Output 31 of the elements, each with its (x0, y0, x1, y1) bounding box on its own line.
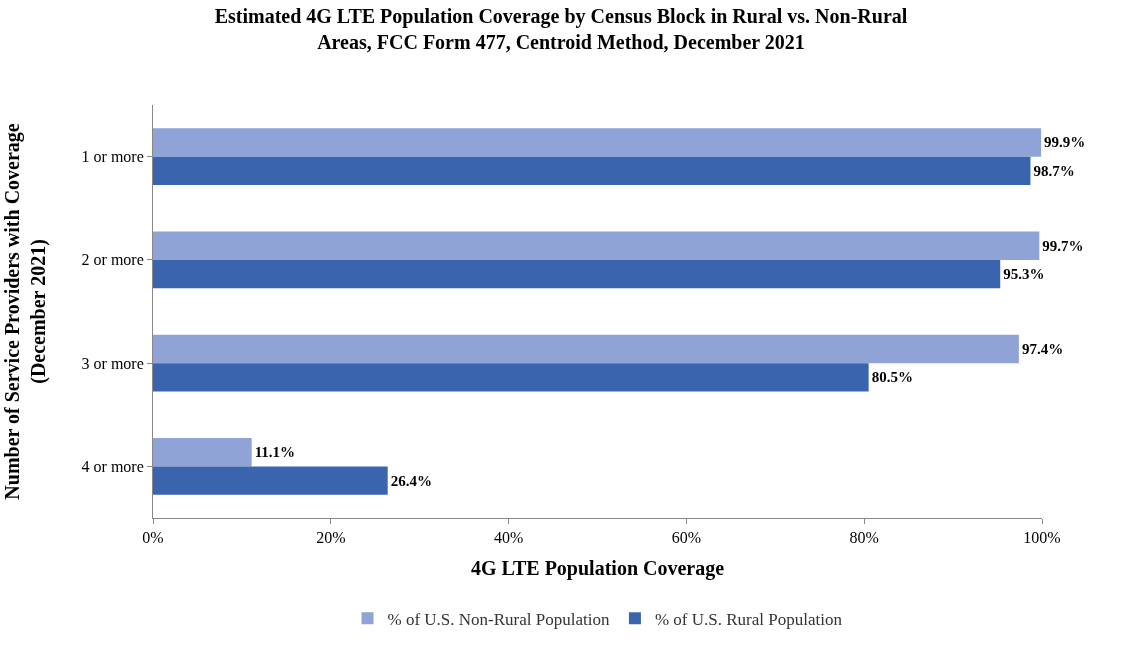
legend-label: % of U.S. Rural Population (654, 609, 843, 629)
bar (153, 437, 252, 467)
data-label: 98.7% (1033, 162, 1075, 179)
data-label: 99.7% (1042, 237, 1084, 254)
bar (153, 334, 1019, 364)
chart-title: Estimated 4G LTE Population Coverage by Census Block in Rural vs. Non-Rural Areas, FCC Form 477, Centroid Method, December 2021 (214, 4, 908, 53)
x-tick-label: 20% (316, 529, 346, 547)
x-tick-label: 40% (493, 529, 524, 547)
y-tick-label: 2 or more (81, 251, 144, 269)
y-tick-label: 1 or more (81, 148, 144, 166)
legend-label: % of U.S. Non-Rural Population (387, 609, 610, 629)
bar (153, 466, 388, 495)
data-label: 26.4% (390, 472, 432, 489)
bar (153, 363, 869, 392)
data-label: 99.9% (1044, 134, 1086, 151)
x-tick-label: 0% (142, 529, 164, 547)
x-tick-label: 60% (671, 529, 702, 547)
data-label: 97.4% (1021, 340, 1064, 357)
x-tick-label: 80% (849, 529, 879, 547)
bar (153, 128, 1042, 157)
data-label: 11.1% (254, 444, 296, 461)
bar (153, 156, 1031, 186)
data-label: 95.3% (1003, 266, 1045, 283)
bar (153, 231, 1040, 260)
x-tick-label: 100% (1023, 529, 1061, 547)
data-label: 80.5% (871, 369, 913, 386)
x-axis-title: 4G LTE Population Coverage (470, 556, 725, 580)
y-axis-title: Number of Service Providers with Coverage (December 2021) (1, 123, 51, 500)
bar (153, 259, 1001, 289)
y-tick-label: 3 or more (81, 354, 144, 372)
y-tick-label: 4 or more (81, 457, 144, 475)
